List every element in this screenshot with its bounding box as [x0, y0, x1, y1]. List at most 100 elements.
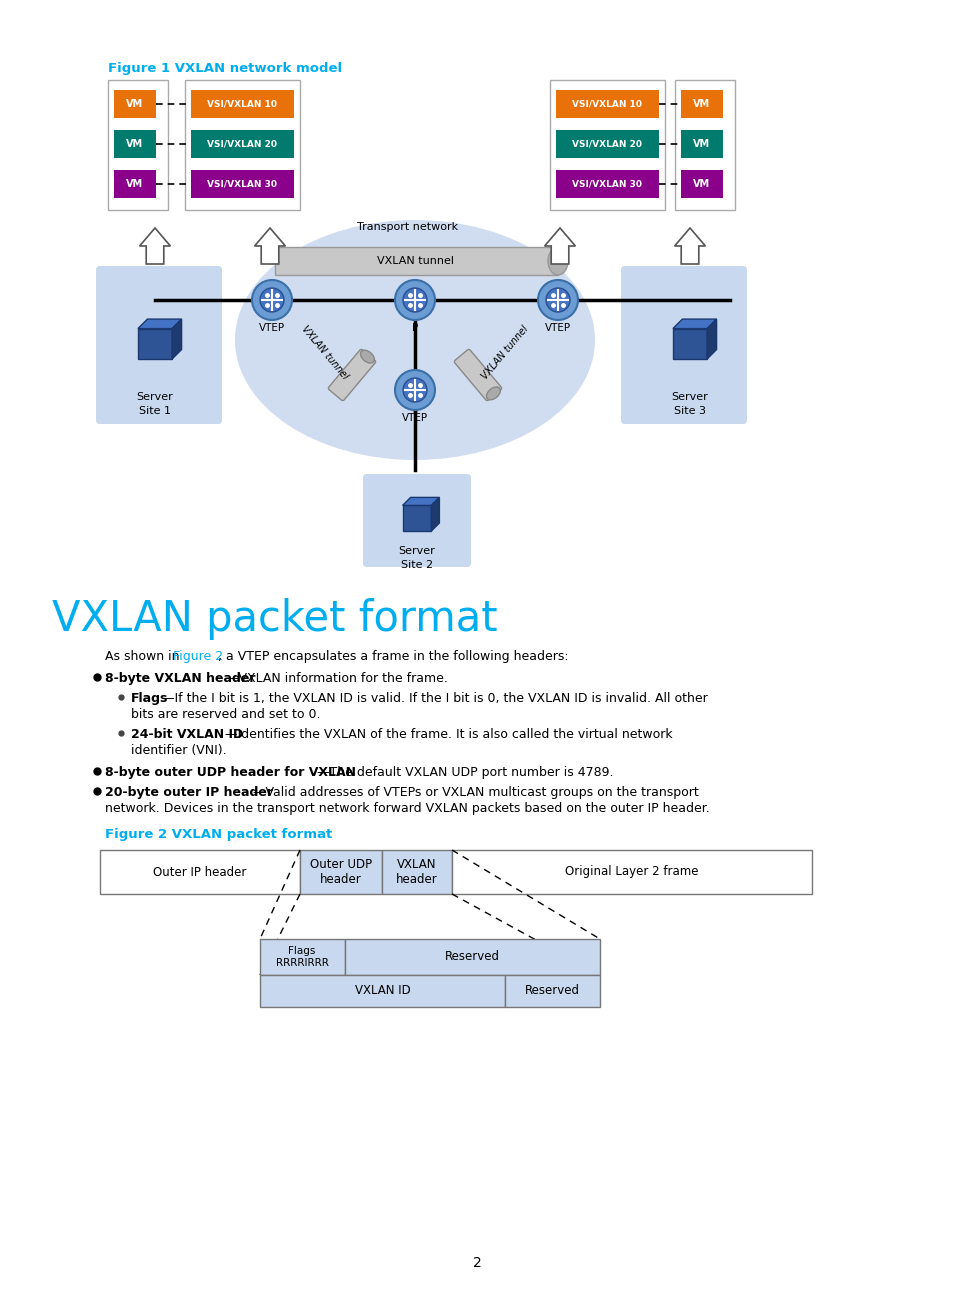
- Bar: [675, 80, 734, 210]
- Text: —Valid addresses of VTEPs or VXLAN multicast groups on the transport: —Valid addresses of VTEPs or VXLAN multi…: [253, 785, 698, 800]
- Text: Figure 2: Figure 2: [172, 651, 223, 664]
- Circle shape: [395, 280, 435, 320]
- Text: Outer IP header: Outer IP header: [153, 866, 247, 879]
- Text: VTEP: VTEP: [258, 323, 285, 333]
- Circle shape: [537, 280, 578, 320]
- Polygon shape: [139, 228, 171, 264]
- Bar: [113, 89, 156, 118]
- Bar: [260, 940, 345, 975]
- Polygon shape: [674, 228, 704, 264]
- Circle shape: [260, 288, 284, 312]
- FancyBboxPatch shape: [454, 350, 501, 400]
- Text: VSI/VXLAN 30: VSI/VXLAN 30: [572, 180, 641, 188]
- Text: network. Devices in the transport network forward VXLAN packets based on the out: network. Devices in the transport networ…: [105, 802, 709, 815]
- Text: P: P: [412, 323, 417, 333]
- Text: 8-byte outer UDP header for VXLAN: 8-byte outer UDP header for VXLAN: [105, 766, 355, 779]
- Bar: [556, 89, 659, 118]
- Text: Figure 1 VXLAN network model: Figure 1 VXLAN network model: [108, 62, 342, 75]
- Ellipse shape: [547, 248, 567, 275]
- Ellipse shape: [360, 350, 374, 363]
- Text: Transport network: Transport network: [357, 222, 458, 232]
- Text: VSI/VXLAN 30: VSI/VXLAN 30: [207, 180, 276, 188]
- Polygon shape: [172, 319, 181, 359]
- Text: VXLAN tunnel: VXLAN tunnel: [479, 324, 530, 382]
- Text: VXLAN packet format: VXLAN packet format: [52, 597, 497, 640]
- Bar: [191, 130, 294, 158]
- Bar: [191, 170, 294, 198]
- Bar: [672, 329, 706, 359]
- FancyBboxPatch shape: [363, 474, 471, 568]
- Text: —VXLAN information for the frame.: —VXLAN information for the frame.: [226, 673, 447, 686]
- Bar: [108, 80, 168, 210]
- Text: VTEP: VTEP: [544, 323, 571, 333]
- Text: Site 1: Site 1: [139, 406, 171, 416]
- Text: 2: 2: [472, 1256, 481, 1270]
- Text: VM: VM: [693, 139, 710, 149]
- Bar: [680, 170, 722, 198]
- Text: Flags
RRRRIRRR: Flags RRRRIRRR: [275, 946, 328, 968]
- Polygon shape: [402, 498, 439, 505]
- Text: Server: Server: [671, 391, 708, 402]
- Circle shape: [395, 369, 435, 410]
- Bar: [100, 850, 299, 894]
- Bar: [550, 80, 664, 210]
- Text: As shown in: As shown in: [105, 651, 183, 664]
- Circle shape: [402, 378, 427, 402]
- Text: —The default VXLAN UDP port number is 4789.: —The default VXLAN UDP port number is 47…: [316, 766, 613, 779]
- Text: VXLAN tunnel: VXLAN tunnel: [299, 324, 350, 382]
- Text: VM: VM: [693, 179, 710, 189]
- Polygon shape: [431, 498, 439, 531]
- Text: Site 2: Site 2: [400, 560, 433, 570]
- Text: —Identifies the VXLAN of the frame. It is also called the virtual network: —Identifies the VXLAN of the frame. It i…: [225, 728, 672, 741]
- Text: bits are reserved and set to 0.: bits are reserved and set to 0.: [131, 708, 320, 721]
- Text: Site 3: Site 3: [673, 406, 705, 416]
- Text: Figure 2 VXLAN packet format: Figure 2 VXLAN packet format: [105, 828, 332, 841]
- Bar: [504, 975, 599, 1007]
- Text: VM: VM: [127, 179, 143, 189]
- FancyBboxPatch shape: [328, 350, 375, 400]
- Polygon shape: [254, 228, 285, 264]
- Ellipse shape: [486, 388, 499, 399]
- Text: 24-bit VXLAN ID: 24-bit VXLAN ID: [131, 728, 243, 741]
- Text: VM: VM: [127, 139, 143, 149]
- Text: Original Layer 2 frame: Original Layer 2 frame: [565, 866, 698, 879]
- Bar: [191, 89, 294, 118]
- Circle shape: [252, 280, 292, 320]
- Bar: [556, 170, 659, 198]
- Text: VM: VM: [127, 98, 143, 109]
- Circle shape: [545, 288, 569, 312]
- Text: 20-byte outer IP header: 20-byte outer IP header: [105, 785, 273, 800]
- Polygon shape: [544, 228, 575, 264]
- FancyBboxPatch shape: [96, 266, 222, 424]
- Circle shape: [402, 288, 427, 312]
- Text: VSI/VXLAN 10: VSI/VXLAN 10: [572, 100, 641, 109]
- Text: Flags: Flags: [131, 692, 168, 705]
- Bar: [299, 850, 381, 894]
- Bar: [556, 130, 659, 158]
- Bar: [274, 248, 558, 275]
- Ellipse shape: [234, 220, 595, 460]
- Bar: [402, 505, 431, 531]
- Bar: [113, 170, 156, 198]
- Bar: [113, 130, 156, 158]
- Text: VSI/VXLAN 20: VSI/VXLAN 20: [207, 140, 276, 149]
- Bar: [260, 975, 504, 1007]
- Text: Outer UDP
header: Outer UDP header: [310, 858, 372, 886]
- Bar: [345, 940, 599, 975]
- Text: —If the I bit is 1, the VXLAN ID is valid. If the I bit is 0, the VXLAN ID is in: —If the I bit is 1, the VXLAN ID is vali…: [162, 692, 707, 705]
- Polygon shape: [138, 319, 181, 329]
- Polygon shape: [706, 319, 716, 359]
- Text: identifier (VNI).: identifier (VNI).: [131, 744, 227, 757]
- Text: VXLAN
header: VXLAN header: [395, 858, 437, 886]
- Bar: [381, 850, 452, 894]
- Text: VTEP: VTEP: [401, 413, 428, 422]
- Text: Reserved: Reserved: [524, 985, 579, 998]
- Bar: [185, 80, 299, 210]
- Text: VSI/VXLAN 20: VSI/VXLAN 20: [572, 140, 641, 149]
- Bar: [452, 850, 811, 894]
- Text: VM: VM: [693, 98, 710, 109]
- Text: Server: Server: [398, 546, 435, 556]
- FancyBboxPatch shape: [620, 266, 746, 424]
- Text: 8-byte VXLAN header: 8-byte VXLAN header: [105, 673, 255, 686]
- Text: Reserved: Reserved: [444, 950, 499, 963]
